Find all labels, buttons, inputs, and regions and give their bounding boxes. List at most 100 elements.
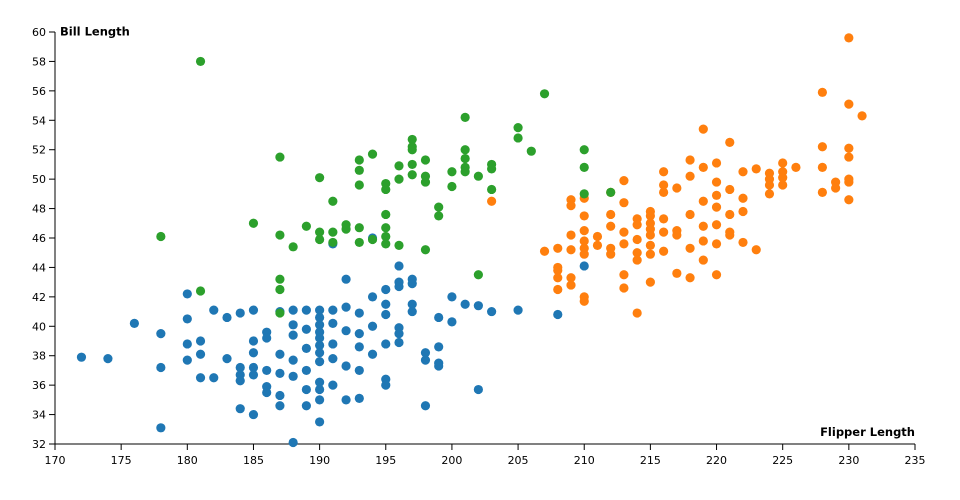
point xyxy=(156,362,166,373)
point xyxy=(778,180,788,190)
point xyxy=(315,384,325,395)
x-tick-label: 180 xyxy=(177,454,198,467)
point xyxy=(447,181,457,192)
point xyxy=(262,365,272,376)
point xyxy=(381,239,391,249)
point xyxy=(619,198,629,208)
point xyxy=(341,326,351,336)
point xyxy=(659,214,669,224)
point xyxy=(817,162,827,172)
point xyxy=(288,320,298,330)
point xyxy=(315,173,325,183)
y-tick-label: 34 xyxy=(32,409,46,422)
point xyxy=(698,124,708,134)
point xyxy=(367,349,378,359)
point xyxy=(315,395,325,405)
point xyxy=(553,273,563,283)
point xyxy=(645,240,655,250)
point xyxy=(473,384,483,395)
point xyxy=(381,339,391,349)
point xyxy=(420,401,431,411)
point xyxy=(579,211,589,221)
point xyxy=(222,354,232,364)
y-tick-label: 50 xyxy=(32,173,46,186)
point xyxy=(275,308,285,318)
point xyxy=(711,158,722,168)
y-tick-label: 38 xyxy=(32,350,46,363)
point xyxy=(659,180,669,190)
point xyxy=(301,324,311,334)
point xyxy=(447,292,457,302)
point xyxy=(711,202,722,212)
point xyxy=(275,284,285,295)
point xyxy=(407,299,417,309)
x-tick-label: 200 xyxy=(441,454,462,467)
point xyxy=(579,261,589,271)
x-tick-label: 225 xyxy=(772,454,793,467)
point xyxy=(235,404,245,414)
point xyxy=(764,189,775,199)
point xyxy=(579,189,589,199)
point xyxy=(685,155,695,165)
point xyxy=(606,187,616,197)
point xyxy=(315,357,325,367)
point xyxy=(698,221,708,231)
point xyxy=(632,248,642,258)
point xyxy=(288,330,298,340)
point xyxy=(672,183,682,193)
point xyxy=(248,362,259,373)
point xyxy=(354,365,364,376)
y-tick-label: 48 xyxy=(32,203,46,216)
x-tick-label: 175 xyxy=(111,454,132,467)
point xyxy=(275,390,285,401)
point xyxy=(328,237,338,248)
point xyxy=(606,209,616,220)
point xyxy=(129,318,139,328)
point xyxy=(354,329,364,339)
point xyxy=(659,167,669,177)
point xyxy=(288,355,298,365)
point xyxy=(844,143,854,153)
point xyxy=(698,255,708,265)
point xyxy=(248,409,259,420)
point xyxy=(513,133,523,143)
point xyxy=(248,336,259,346)
point xyxy=(262,387,272,398)
y-tick-label: 36 xyxy=(32,379,46,392)
point xyxy=(301,384,311,395)
point xyxy=(764,180,775,190)
point xyxy=(275,401,285,411)
point xyxy=(791,162,801,172)
point xyxy=(367,321,378,331)
point xyxy=(738,167,748,177)
point xyxy=(235,362,245,373)
point xyxy=(619,176,629,186)
point xyxy=(381,223,391,233)
x-tick-label: 210 xyxy=(574,454,595,467)
point xyxy=(844,33,854,43)
point xyxy=(248,218,259,228)
point xyxy=(407,145,417,155)
point xyxy=(473,301,483,311)
point xyxy=(354,393,364,403)
point xyxy=(195,336,206,346)
y-tick-label: 32 xyxy=(32,438,46,451)
point xyxy=(235,308,245,318)
point xyxy=(447,317,457,327)
point xyxy=(341,361,351,371)
point xyxy=(381,231,391,242)
x-tick-label: 190 xyxy=(309,454,330,467)
point xyxy=(473,270,483,280)
point xyxy=(328,380,338,390)
point xyxy=(487,306,497,317)
point xyxy=(434,342,444,352)
point xyxy=(725,184,735,195)
point xyxy=(394,329,404,339)
point xyxy=(328,318,338,328)
point xyxy=(711,190,722,200)
point xyxy=(328,354,338,364)
point xyxy=(632,255,642,265)
point xyxy=(341,224,351,234)
point xyxy=(698,162,708,172)
point xyxy=(711,270,722,280)
